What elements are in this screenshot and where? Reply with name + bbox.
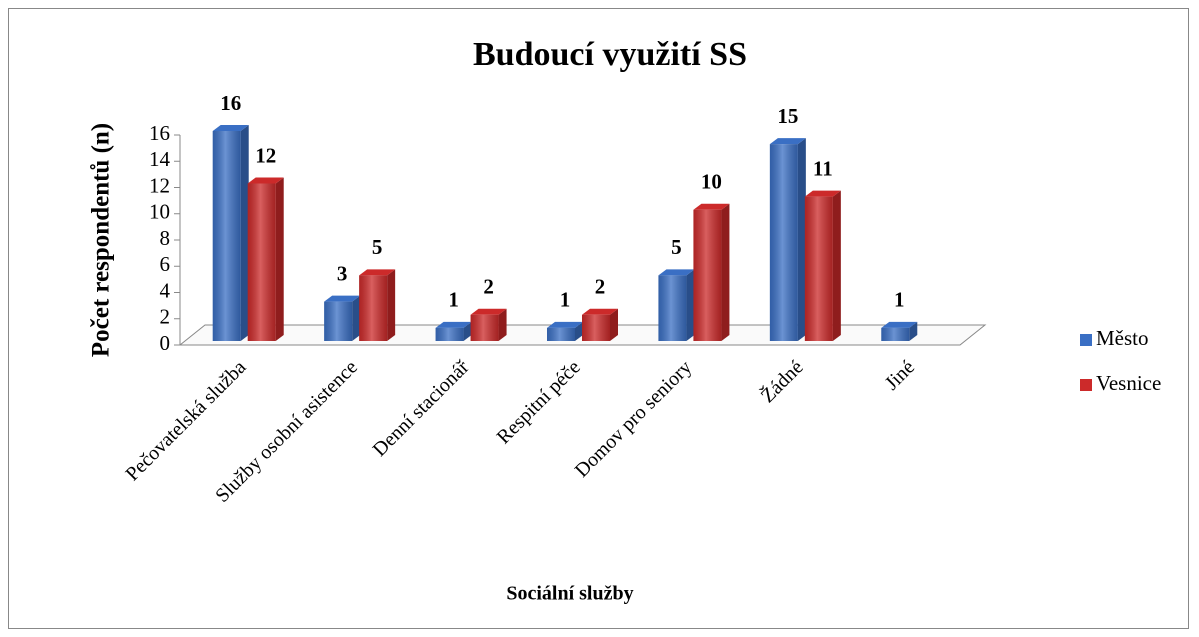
bar-shade [769, 144, 798, 341]
bar-top [804, 190, 841, 197]
data-label: 10 [701, 170, 722, 194]
bar-side [686, 269, 695, 341]
data-label: 11 [813, 156, 833, 180]
bar-shade [582, 314, 610, 341]
legend-swatch [1080, 379, 1092, 391]
bar-top [693, 203, 730, 210]
bar-side [575, 321, 583, 341]
bar-side [797, 138, 806, 341]
legend-label: Město [1096, 326, 1149, 350]
data-label: 15 [777, 104, 798, 128]
bar-top [247, 177, 284, 184]
bar-shade [470, 314, 499, 341]
bar-side [275, 177, 284, 341]
bar-shade [324, 301, 353, 341]
bar-side [832, 190, 841, 341]
bar-side [240, 125, 249, 341]
data-label: 12 [255, 143, 276, 167]
data-label: 5 [372, 235, 383, 259]
data-label: 3 [337, 261, 348, 285]
bar-top [582, 308, 618, 315]
bar-side [610, 308, 618, 341]
data-label: 2 [483, 275, 494, 299]
bar-shade [547, 327, 575, 341]
y-tick-label: 2 [160, 305, 171, 329]
bar-top [470, 308, 507, 315]
legend-swatch [1080, 334, 1092, 346]
data-label: 5 [671, 235, 682, 259]
bar-top [881, 321, 918, 328]
y-tick-label: 8 [160, 226, 171, 250]
y-tick-label: 6 [160, 252, 171, 276]
y-tick-label: 14 [149, 147, 171, 171]
bar-top [658, 269, 695, 276]
bar-shade [804, 196, 833, 341]
chart-title: Budoucí využití SS [473, 36, 747, 73]
bar-side [498, 308, 507, 341]
bar-top [435, 321, 472, 328]
bar-shade [435, 327, 464, 341]
y-tick-label: 10 [149, 200, 170, 224]
bar-side [352, 295, 361, 341]
bar-top [547, 321, 583, 328]
data-label: 16 [220, 91, 241, 115]
legend-label: Vesnice [1096, 371, 1161, 395]
y-tick-label: 16 [149, 121, 170, 145]
data-label: 2 [595, 275, 606, 299]
bar-shade [247, 183, 276, 341]
data-label: 1 [448, 288, 459, 312]
bar-side [463, 321, 472, 341]
y-tick-label: 0 [160, 331, 171, 355]
bar-side [909, 321, 918, 341]
data-label: 1 [560, 288, 571, 312]
bar-top [769, 138, 806, 145]
data-label: 1 [894, 288, 905, 312]
bar-top [359, 269, 396, 276]
bar-shade [693, 209, 722, 341]
bar-shade [359, 275, 388, 341]
bar-side [387, 269, 396, 341]
bar-shade [658, 275, 687, 341]
bar-side [721, 203, 730, 341]
x-axis-label: Sociální služby [506, 583, 633, 605]
bar-top [324, 295, 361, 302]
bar-top [212, 125, 249, 131]
bar-shade [212, 131, 241, 341]
bar-shade [881, 327, 910, 341]
y-axis-label: Počet respondentů (n) [88, 123, 115, 357]
y-tick-label: 4 [160, 278, 171, 302]
y-tick-label: 12 [149, 173, 170, 197]
